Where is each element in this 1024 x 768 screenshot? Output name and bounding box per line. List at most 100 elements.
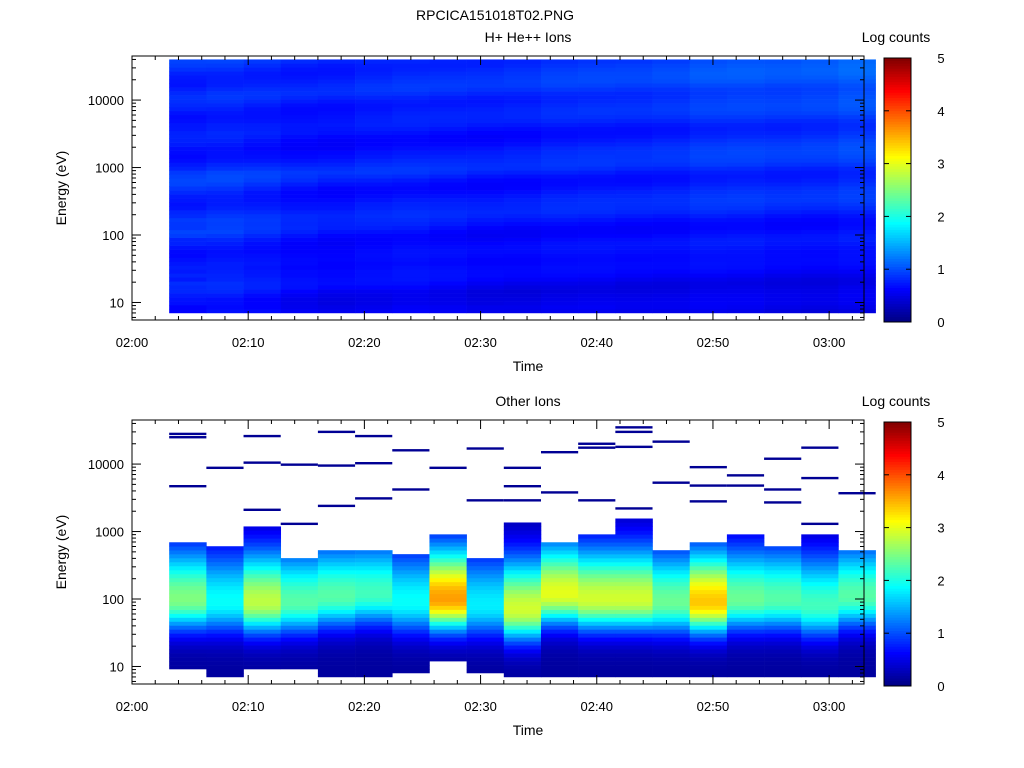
heatmap-cell xyxy=(280,613,319,618)
heatmap-cell xyxy=(801,186,839,191)
heatmap-cell xyxy=(169,581,207,587)
heatmap-cell xyxy=(615,63,653,68)
heatmap-cell xyxy=(764,672,802,678)
heatmap-cell xyxy=(280,617,319,622)
heatmap-cell xyxy=(689,297,728,302)
colorbar-label: Log counts xyxy=(862,393,931,409)
heatmap-cell xyxy=(540,225,579,231)
heatmap-cell xyxy=(578,229,616,235)
heatmap-cell xyxy=(652,301,691,306)
heatmap-cell xyxy=(503,657,542,662)
heatmap-cell xyxy=(578,67,616,72)
heatmap-cell xyxy=(169,209,207,215)
heatmap-cell xyxy=(206,118,244,124)
heatmap-cell xyxy=(503,522,542,527)
heatmap-cell xyxy=(355,554,393,559)
heatmap-cell xyxy=(206,641,244,646)
heatmap-cell xyxy=(801,285,839,290)
heatmap-cell xyxy=(280,597,319,602)
y-tick-label: 10000 xyxy=(88,457,124,472)
heatmap-cell xyxy=(726,301,765,306)
heatmap-cell xyxy=(206,178,244,183)
heatmap-cell xyxy=(503,558,542,563)
heatmap-cell xyxy=(355,625,393,630)
heatmap-cell xyxy=(726,221,765,227)
colorbar-segment xyxy=(884,630,911,634)
heatmap-cell xyxy=(801,637,839,642)
heatmap-cell xyxy=(429,154,467,159)
y-tick-label: 10 xyxy=(110,295,124,310)
heatmap-cell xyxy=(243,281,282,286)
heatmap-cell xyxy=(429,253,467,258)
heatmap-cell xyxy=(838,202,876,207)
heatmap-cell xyxy=(503,229,542,235)
heatmap-cell xyxy=(578,550,616,555)
heatmap-cell xyxy=(429,202,467,207)
heatmap-cell xyxy=(689,585,728,591)
heatmap-cell xyxy=(652,142,691,147)
heatmap-cell xyxy=(615,95,653,100)
count-line xyxy=(429,466,467,470)
heatmap-cell xyxy=(764,213,802,219)
heatmap-cell xyxy=(764,653,802,658)
heatmap-cell xyxy=(652,221,691,227)
heatmap-cell xyxy=(652,237,691,242)
heatmap-cell xyxy=(540,581,579,587)
heatmap-cell xyxy=(169,617,207,622)
heatmap-cell xyxy=(429,558,467,563)
heatmap-cell xyxy=(280,134,319,139)
heatmap-cell xyxy=(540,305,579,310)
heatmap-cell xyxy=(503,67,542,72)
heatmap-cell xyxy=(578,71,616,76)
heatmap-cell xyxy=(801,577,839,583)
colorbar-segment xyxy=(884,142,911,146)
heatmap-cell xyxy=(503,534,542,539)
heatmap-cell xyxy=(764,605,802,610)
heatmap-cell xyxy=(801,308,839,314)
heatmap-cell xyxy=(206,649,244,654)
heatmap-cell xyxy=(503,87,542,92)
heatmap-cell xyxy=(243,261,282,266)
heatmap-cell xyxy=(355,585,393,591)
heatmap-cell xyxy=(243,245,282,250)
heatmap-cell xyxy=(764,308,802,314)
colorbar-segment xyxy=(884,124,911,128)
heatmap-cell xyxy=(615,213,653,219)
heatmap-cell xyxy=(317,617,356,622)
heatmap-cell xyxy=(578,285,616,290)
heatmap-cell xyxy=(540,273,579,278)
heatmap-cell xyxy=(466,194,505,199)
heatmap-cell xyxy=(726,122,765,128)
heatmap-cell xyxy=(355,162,393,167)
heatmap-cell xyxy=(429,641,467,646)
heatmap-cell xyxy=(243,166,282,171)
heatmap-cell xyxy=(392,617,430,622)
heatmap-cell xyxy=(726,289,765,294)
colorbar-segment xyxy=(884,524,911,528)
heatmap-cell xyxy=(652,562,691,567)
heatmap-cell xyxy=(578,621,616,626)
colorbar-segment xyxy=(884,448,911,452)
heatmap-cell xyxy=(466,87,505,92)
heatmap-cell xyxy=(838,122,876,128)
heatmap-cell xyxy=(689,59,728,64)
heatmap-cell xyxy=(169,87,207,92)
heatmap-cell xyxy=(838,237,876,242)
heatmap-cell xyxy=(206,657,244,662)
heatmap-cell xyxy=(726,562,765,567)
heatmap-cell xyxy=(429,166,467,171)
heatmap-cell xyxy=(429,542,467,547)
heatmap-cell xyxy=(280,633,319,638)
heatmap-cell xyxy=(615,657,653,662)
heatmap-cell xyxy=(801,661,839,666)
colorbar-segment xyxy=(884,590,911,594)
heatmap-cell xyxy=(169,146,207,151)
heatmap-cell xyxy=(615,542,653,547)
heatmap-cell xyxy=(392,190,430,195)
heatmap-cell xyxy=(689,225,728,231)
heatmap-cell xyxy=(355,597,393,602)
heatmap-cell xyxy=(652,59,691,64)
heatmap-cell xyxy=(466,202,505,207)
heatmap-cell xyxy=(466,665,505,670)
heatmap-cell xyxy=(801,245,839,250)
